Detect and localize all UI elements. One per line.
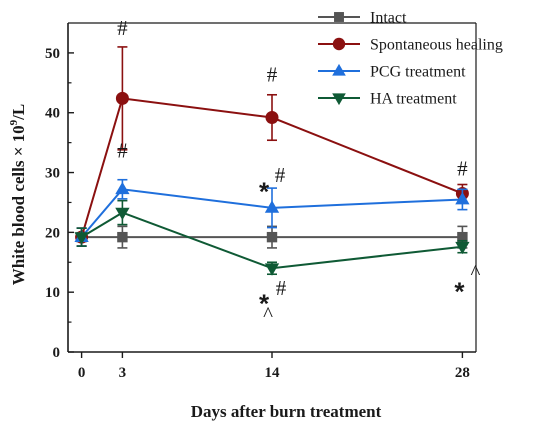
legend-label: HA treatment [370, 91, 457, 108]
data-point [264, 200, 280, 213]
significance-mark: * [259, 177, 270, 207]
data-point [115, 207, 130, 221]
significance-mark: ^ [470, 260, 480, 284]
series-line [80, 97, 463, 238]
series-pcg-treatment [74, 178, 470, 247]
legend: Intact Spontaneous healing PCG treatment HA… [318, 10, 503, 108]
data-point [455, 241, 470, 255]
x-tick-label: 28 [455, 365, 470, 381]
y-tick-label: 0 [53, 345, 61, 361]
significance-mark: # [457, 157, 468, 181]
y-tick-label: 30 [45, 166, 60, 182]
legend-label: PCG treatment [370, 64, 466, 81]
axes: 0 10 20 30 40 50 0 3 14 28 Days after burn treatme… [8, 22, 477, 421]
significance-mark: # [267, 63, 278, 87]
series-line [80, 188, 463, 238]
legend-marker [332, 93, 346, 106]
legend-entry: Spontaneous healing [318, 37, 503, 54]
legend-label: Spontaneous healing [370, 37, 503, 54]
y-tick-label: 20 [45, 225, 60, 241]
y-axis-title: White blood cells × 109/L [8, 104, 28, 285]
annotations: ###*#*^##*^ [117, 16, 480, 326]
significance-mark: # [117, 139, 128, 163]
x-axis-title: Days after burn treatment [191, 402, 382, 421]
legend-entry: HA treatment [318, 91, 457, 108]
series-intact [76, 225, 468, 249]
data-point [455, 191, 470, 205]
data-point [74, 232, 89, 245]
data-point [115, 91, 129, 105]
significance-mark: * [259, 289, 270, 319]
legend-entry: Intact [318, 10, 407, 27]
y-tick-label: 50 [45, 46, 60, 62]
series-layer [74, 46, 470, 276]
y-tick-label: 40 [45, 106, 60, 122]
series-line [81, 211, 463, 270]
data-point [264, 263, 280, 276]
data-point [115, 181, 130, 195]
x-tick-label: 3 [119, 365, 127, 381]
series-ha-treatment [74, 199, 470, 276]
data-point [266, 231, 278, 243]
data-point [117, 231, 128, 243]
significance-mark: # [276, 276, 287, 300]
significance-mark: ^ [263, 302, 273, 326]
data-point [457, 231, 468, 243]
significance-mark: # [117, 16, 128, 40]
legend-marker [334, 12, 344, 22]
legend-marker [332, 37, 346, 51]
significance-mark: * [454, 277, 465, 307]
legend-marker [332, 63, 346, 76]
x-tick-label: 14 [265, 365, 281, 381]
x-tick-label: 0 [78, 365, 86, 381]
significance-mark: # [275, 163, 286, 187]
y-tick-label: 10 [45, 285, 60, 301]
data-point [265, 111, 279, 125]
legend-label: Intact [370, 10, 407, 27]
legend-entry: PCG treatment [318, 64, 466, 81]
